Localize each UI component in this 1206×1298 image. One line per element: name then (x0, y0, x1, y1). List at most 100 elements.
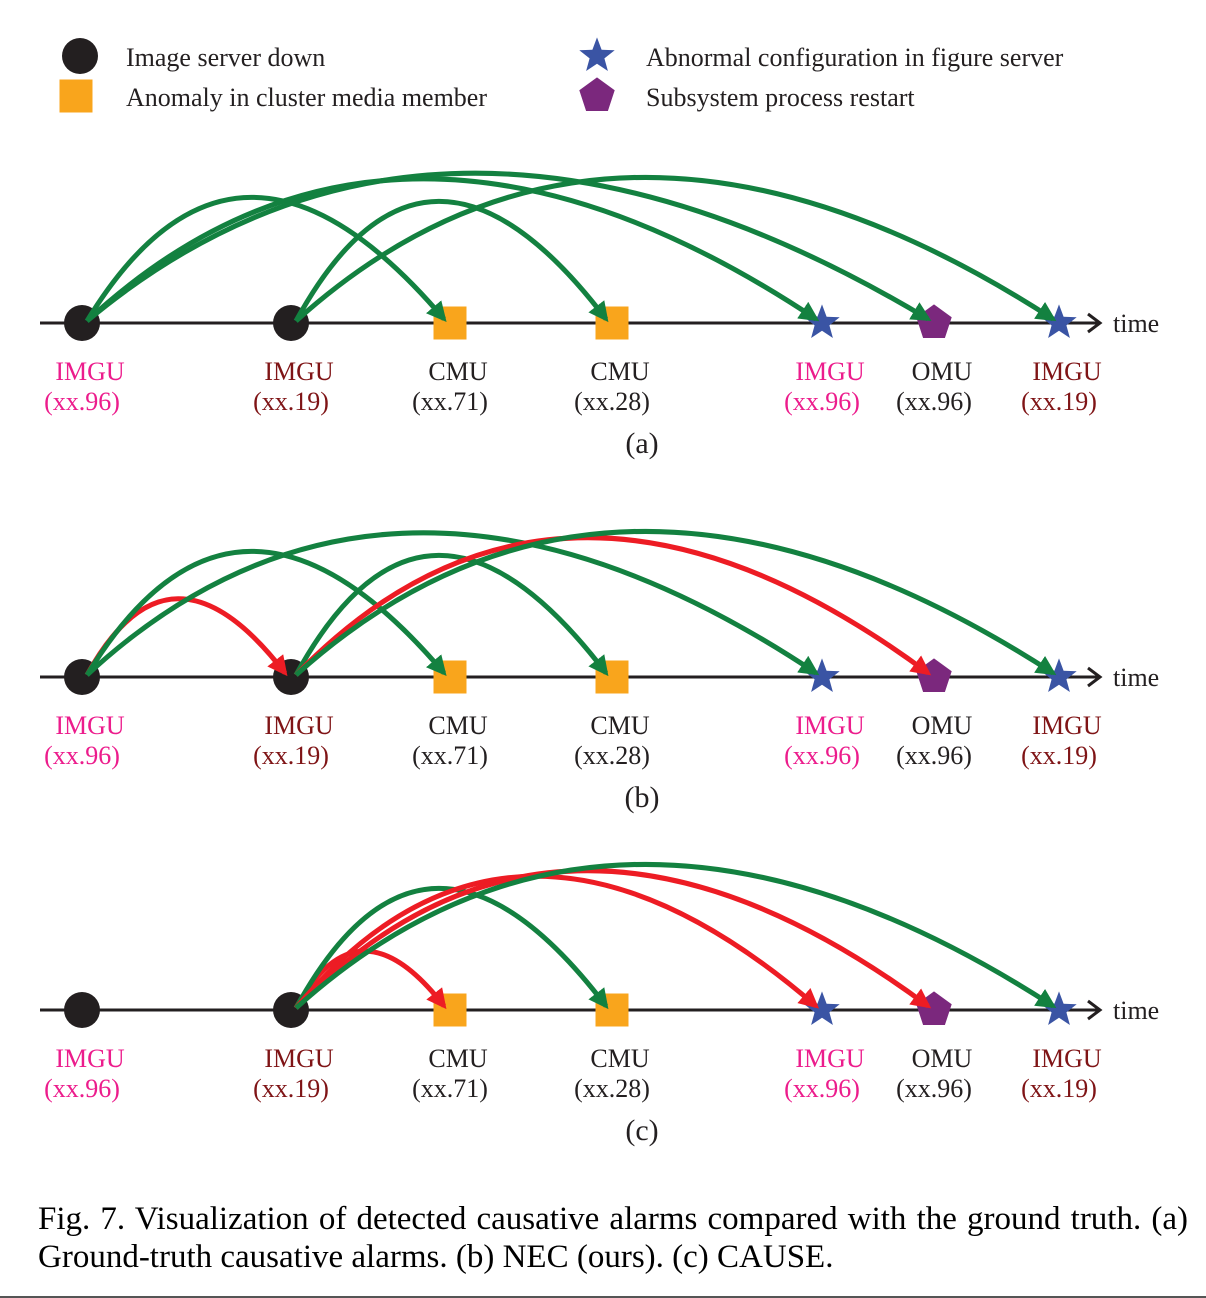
alarm-node: IMGU(xx.19) (1021, 658, 1102, 770)
edge-wrong (294, 868, 932, 1010)
edge-correct (85, 176, 820, 323)
alarm-node: OMU(xx.96) (896, 658, 973, 770)
edge-correct (294, 861, 1057, 1010)
alarm-node: IMGU(xx.96) (44, 992, 125, 1103)
time-axis-label: time (1113, 996, 1159, 1025)
node-name-label: OMU (912, 711, 973, 740)
edge-wrong (294, 535, 932, 677)
node-id-label: (xx.96) (896, 387, 972, 416)
node-name-label: IMGU (264, 1044, 334, 1073)
node-name-label: CMU (590, 357, 649, 386)
legend-label: Abnormal configuration in figure server (646, 43, 1064, 72)
page-border (0, 1296, 1206, 1298)
edge-correct (85, 170, 932, 323)
edge-correct (294, 528, 1057, 677)
pentagon-marker-icon (916, 658, 952, 692)
alarm-node: IMGU(xx.96) (784, 658, 865, 770)
node-id-label: (xx.28) (574, 387, 650, 416)
panel-b: timeIMGU(xx.96)IMGU(xx.19)CMU(xx.71)CMU(… (40, 528, 1159, 814)
edge-correct (85, 530, 820, 677)
star-marker-icon (804, 991, 840, 1025)
circle-legend-icon (62, 38, 98, 74)
circle-marker-icon (64, 992, 100, 1028)
time-axis-arrowhead (1087, 666, 1103, 688)
edges (293, 861, 1057, 1010)
alarm-node: IMGU(xx.19) (253, 305, 334, 416)
star-legend-icon (579, 37, 615, 71)
edges (84, 170, 1057, 323)
node-name-label: CMU (590, 711, 649, 740)
edge-correct (84, 195, 447, 323)
alarm-node: IMGU(xx.96) (44, 305, 125, 416)
alarm-node: IMGU(xx.96) (784, 991, 865, 1103)
node-id-label: (xx.96) (896, 1074, 972, 1103)
node-id-label: (xx.71) (412, 1074, 488, 1103)
edge-wrong (84, 596, 288, 677)
edge-correct (294, 174, 1057, 323)
alarm-node: OMU(xx.96) (896, 991, 973, 1103)
figure-caption: Fig. 7. Visualization of detected causat… (38, 1201, 1188, 1275)
node-name-label: IMGU (795, 357, 865, 386)
node-id-label: (xx.96) (784, 387, 860, 416)
pentagon-marker-icon (916, 991, 952, 1025)
node-name-label: IMGU (264, 357, 334, 386)
alarm-node: IMGU(xx.96) (784, 304, 865, 416)
node-id-label: (xx.19) (1021, 741, 1097, 770)
panels: timeIMGU(xx.96)IMGU(xx.19)CMU(xx.71)CMU(… (40, 170, 1159, 1147)
pentagon-marker-icon (916, 304, 952, 338)
node-name-label: CMU (428, 711, 487, 740)
pentagon-legend-icon (579, 77, 615, 111)
alarm-node: CMU(xx.28) (574, 660, 650, 770)
alarm-node: CMU(xx.71) (412, 660, 488, 770)
star-marker-icon (1041, 304, 1077, 338)
node-id-label: (xx.96) (784, 741, 860, 770)
legend-item: Anomaly in cluster media member (59, 79, 487, 113)
node-id-label: (xx.19) (1021, 387, 1097, 416)
time-axis-label: time (1113, 663, 1159, 692)
edge-correct (293, 198, 609, 323)
node-name-label: IMGU (1032, 1044, 1102, 1073)
node-name-label: CMU (590, 1044, 649, 1073)
node-name-label: IMGU (55, 711, 125, 740)
legend: Image server down Anomaly in cluster medi… (59, 37, 1064, 113)
node-id-label: (xx.96) (44, 1074, 120, 1103)
star-marker-icon (1041, 991, 1077, 1025)
node-name-label: IMGU (795, 711, 865, 740)
node-id-label: (xx.96) (44, 741, 120, 770)
alarm-node: IMGU(xx.19) (1021, 304, 1102, 416)
panel-label: (c) (625, 1114, 658, 1147)
alarm-node: IMGU(xx.19) (253, 992, 334, 1103)
star-marker-icon (804, 304, 840, 338)
node-name-label: IMGU (55, 357, 125, 386)
node-id-label: (xx.19) (253, 387, 329, 416)
edges (84, 528, 1057, 677)
node-id-label: (xx.96) (784, 1074, 860, 1103)
node-name-label: IMGU (264, 711, 334, 740)
node-name-label: CMU (428, 1044, 487, 1073)
star-marker-icon (804, 658, 840, 692)
alarm-node: OMU(xx.96) (896, 304, 973, 416)
legend-label: Image server down (126, 43, 325, 72)
node-id-label: (xx.19) (253, 1074, 329, 1103)
edge-correct (293, 552, 609, 677)
square-legend-icon (59, 79, 93, 113)
node-name-label: OMU (912, 1044, 973, 1073)
node-id-label: (xx.28) (574, 741, 650, 770)
node-name-label: IMGU (1032, 711, 1102, 740)
node-id-label: (xx.19) (253, 741, 329, 770)
alarm-node: CMU(xx.28) (574, 993, 650, 1103)
edge-correct (293, 885, 609, 1010)
node-id-label: (xx.96) (896, 741, 972, 770)
time-axis-label: time (1113, 309, 1159, 338)
panel-label: (b) (625, 781, 660, 814)
node-name-label: IMGU (55, 1044, 125, 1073)
time-axis-arrowhead (1087, 999, 1103, 1021)
panel-c: timeIMGU(xx.96)IMGU(xx.19)CMU(xx.71)CMU(… (40, 861, 1159, 1147)
node-name-label: CMU (428, 357, 487, 386)
star-marker-icon (1041, 658, 1077, 692)
panel-label: (a) (625, 427, 658, 460)
time-axis-arrowhead (1087, 312, 1103, 334)
node-id-label: (xx.19) (1021, 1074, 1097, 1103)
legend-item: Image server down (62, 38, 325, 74)
node-id-label: (xx.71) (412, 741, 488, 770)
